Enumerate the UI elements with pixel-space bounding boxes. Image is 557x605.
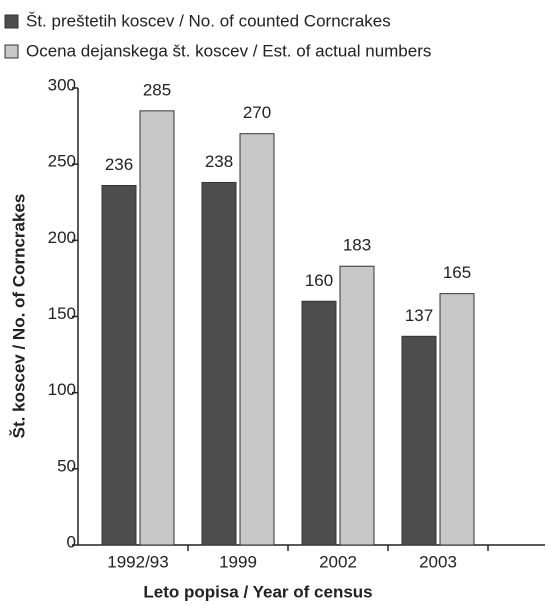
x-tick-label: 2003 bbox=[419, 552, 457, 571]
bar bbox=[401, 335, 437, 546]
y-tick-label: 100 bbox=[48, 380, 76, 399]
x-axis-label: Leto popisa / Year of census bbox=[143, 582, 372, 601]
bar bbox=[139, 110, 175, 546]
bar bbox=[239, 133, 275, 546]
value-label: 238 bbox=[205, 152, 233, 171]
value-label: 236 bbox=[105, 155, 133, 174]
value-label: 270 bbox=[243, 103, 271, 122]
y-tick-label: 150 bbox=[48, 304, 76, 323]
x-tick-label: 1992/93 bbox=[107, 552, 168, 571]
y-tick-label: 0 bbox=[67, 532, 76, 551]
bar bbox=[101, 184, 137, 546]
legend-label: Št. preštetih koscev / No. of counted Co… bbox=[26, 11, 391, 30]
value-label: 137 bbox=[405, 306, 433, 325]
bar bbox=[301, 300, 337, 546]
value-label: 183 bbox=[343, 236, 371, 255]
y-axis-label: Št. koscev / No. of Corncrakes bbox=[9, 194, 28, 439]
y-tick-label: 50 bbox=[57, 456, 76, 475]
bar bbox=[201, 181, 237, 546]
value-label: 165 bbox=[443, 263, 471, 282]
legend-swatch bbox=[4, 44, 19, 59]
x-tick-label: 2002 bbox=[319, 552, 357, 571]
x-tick-label: 1999 bbox=[219, 552, 257, 571]
bar bbox=[439, 293, 475, 546]
legend-swatch bbox=[4, 14, 19, 29]
y-tick-label: 300 bbox=[48, 75, 76, 94]
bar bbox=[339, 265, 375, 546]
y-tick-label: 200 bbox=[48, 228, 76, 247]
value-label: 160 bbox=[305, 271, 333, 290]
value-label: 285 bbox=[143, 80, 171, 99]
y-tick-label: 250 bbox=[48, 152, 76, 171]
legend-label: Ocena dejanskega št. koscev / Est. of ac… bbox=[26, 41, 431, 60]
